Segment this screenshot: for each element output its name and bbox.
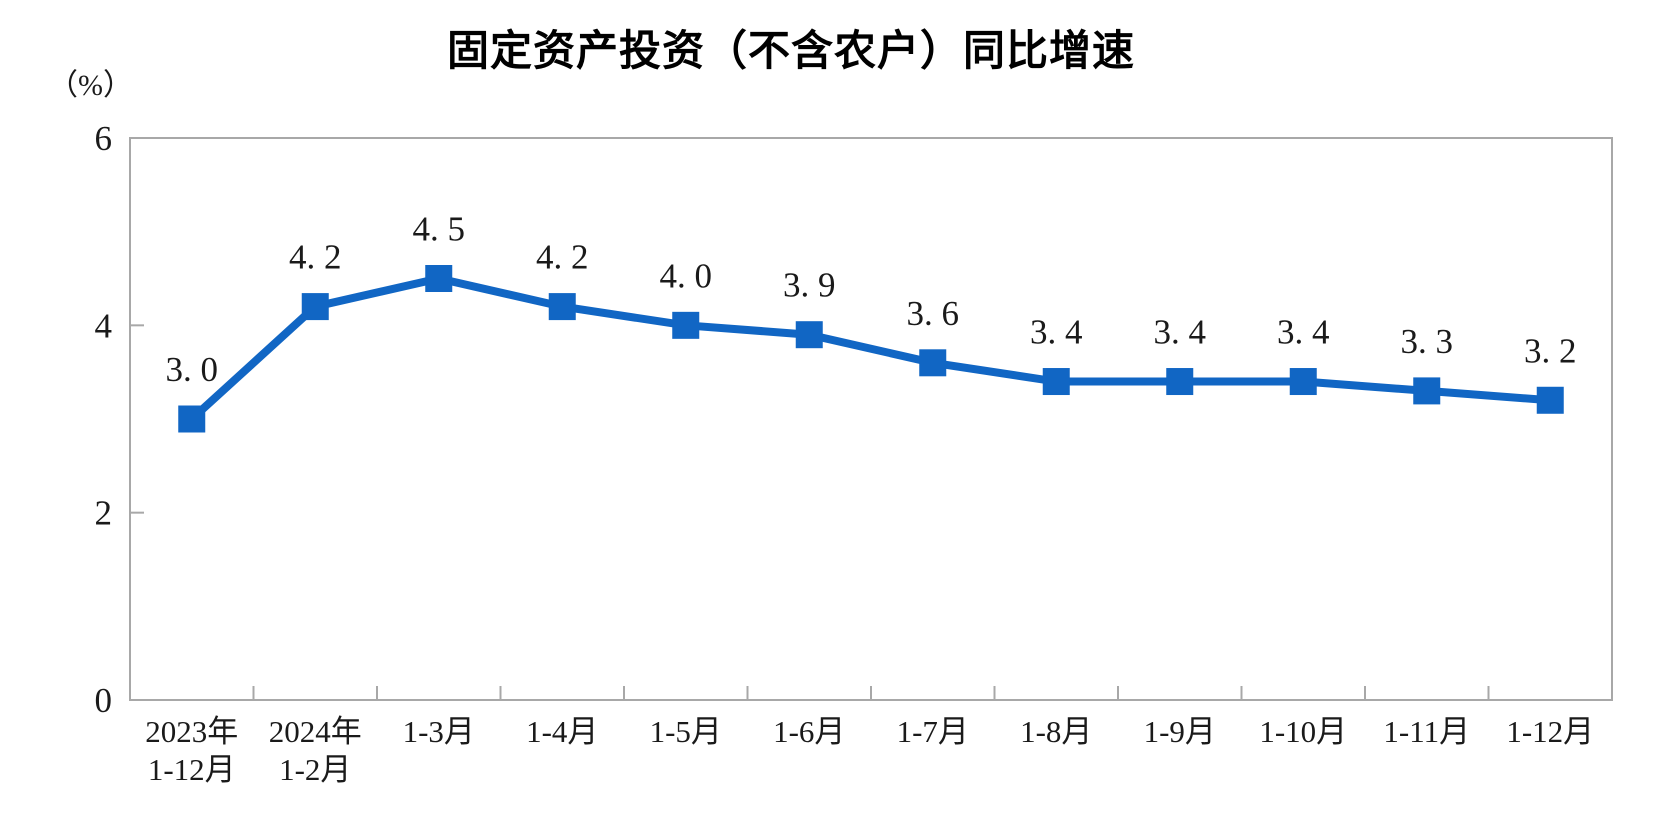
x-axis-category-label: 1-9月	[1144, 714, 1216, 749]
data-point-label: 4. 0	[660, 256, 713, 295]
x-axis-category-label: 1-4月	[526, 714, 598, 749]
data-point-marker	[672, 311, 700, 339]
plot-frame	[129, 137, 1613, 701]
y-axis-tick-label: 6	[95, 119, 113, 158]
data-line	[189, 274, 1551, 422]
data-point-marker	[301, 293, 329, 321]
data-point-label: 4. 5	[413, 210, 466, 249]
data-point-marker	[1536, 386, 1564, 414]
data-point-marker	[919, 349, 947, 377]
x-axis-category-label: 1-10月	[1259, 714, 1347, 749]
x-axis-category-label: 1-12月	[148, 752, 236, 787]
x-axis-category-label: 1-6月	[773, 714, 845, 749]
chart-title: 固定资产投资（不含农户）同比增速	[446, 26, 1135, 75]
y-axis-tick-label: 4	[95, 306, 113, 345]
x-axis-category-label: 1-5月	[650, 714, 722, 749]
data-point-label: 3. 2	[1524, 331, 1577, 370]
x-axis-category-label: 1-8月	[1020, 714, 1092, 749]
data-point-marker	[1042, 368, 1070, 396]
data-point-label: 3. 4	[1030, 313, 1083, 352]
data-point-marker	[1166, 368, 1194, 396]
data-point-marker	[1289, 368, 1317, 396]
x-axis-category-label: 1-12月	[1506, 714, 1594, 749]
x-axis-category-label: 2024年	[269, 714, 362, 749]
data-point-label: 4. 2	[289, 238, 342, 277]
data-point-marker	[425, 265, 453, 292]
data-point-marker	[178, 405, 206, 433]
data-point-label: 4. 2	[536, 238, 589, 277]
data-point-label: 3. 4	[1277, 313, 1330, 352]
x-axis-category-label: 2023年	[145, 714, 238, 749]
data-point-label: 3. 4	[1154, 313, 1207, 352]
y-axis-tick-label: 2	[95, 494, 113, 533]
x-axis-category-label: 1-11月	[1383, 714, 1470, 749]
x-axis-category-label: 1-7月	[897, 714, 969, 749]
y-axis-tick-label: 0	[95, 681, 113, 720]
y-axis-unit-label: （%）	[48, 69, 133, 102]
data-point-label: 3. 9	[783, 266, 836, 305]
data-point-label: 3. 3	[1401, 322, 1454, 361]
data-point-label: 3. 0	[166, 350, 219, 389]
data-point-marker	[548, 293, 576, 321]
x-axis-category-label: 1-2月	[279, 752, 351, 787]
data-point-marker	[1413, 377, 1441, 405]
data-point-label: 3. 6	[907, 294, 960, 333]
data-point-marker	[795, 321, 823, 349]
x-axis-category-label: 1-3月	[403, 714, 475, 749]
